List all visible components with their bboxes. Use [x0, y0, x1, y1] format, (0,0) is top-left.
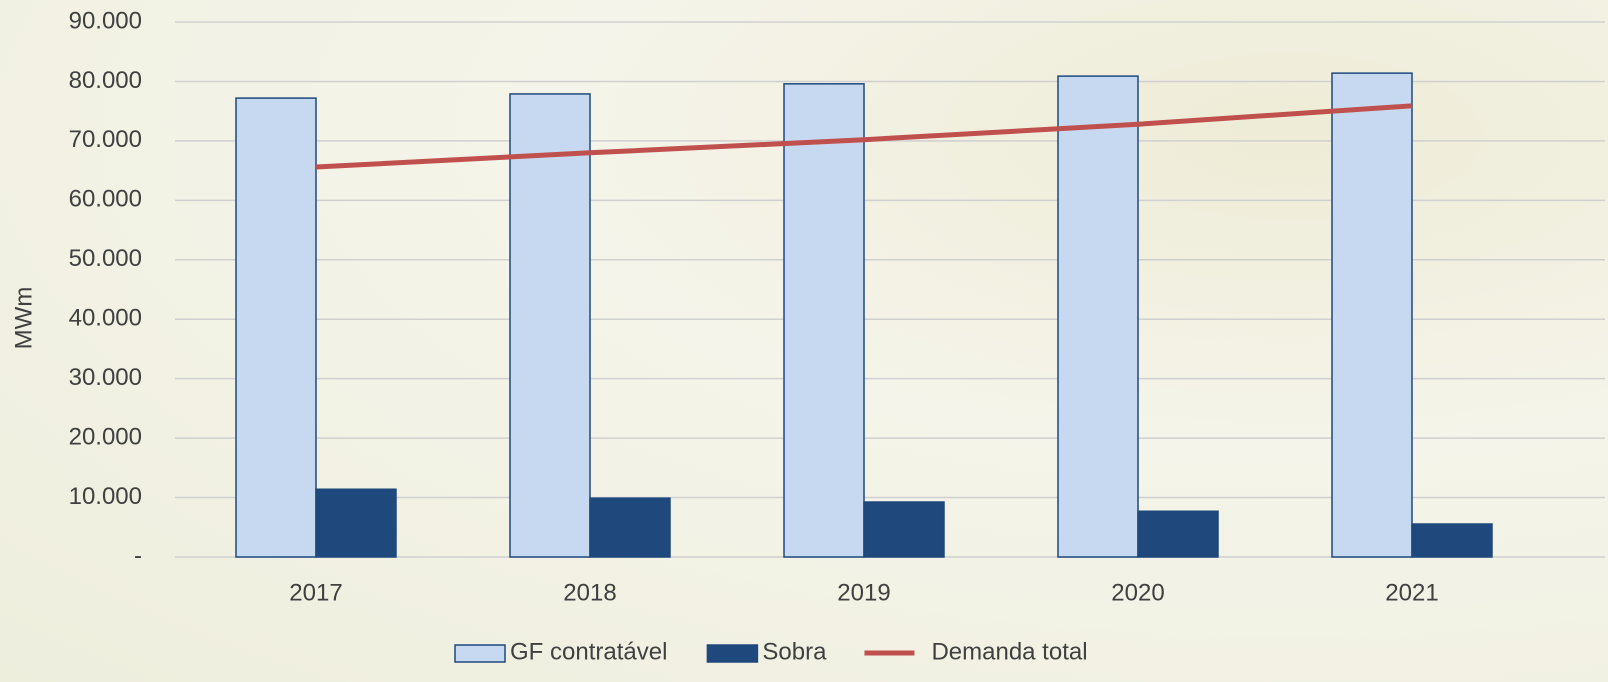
y-tick-label: 80.000 [69, 67, 142, 94]
bar [863, 501, 945, 558]
bar [1137, 510, 1219, 558]
y-tick-label: 40.000 [69, 305, 142, 332]
y-axis-label: MWm [10, 287, 37, 350]
legend-swatch [706, 644, 759, 663]
y-tick-label: 30.000 [69, 364, 142, 391]
y-tick-label: 60.000 [69, 186, 142, 213]
x-tick-label: 2019 [837, 579, 890, 606]
y-tick-label: - [134, 542, 142, 569]
x-tick-label: 2020 [1111, 579, 1164, 606]
bar [235, 97, 317, 558]
y-tick-label: 10.000 [69, 483, 142, 510]
legend-label: Demanda total [931, 638, 1087, 665]
bar [1057, 75, 1139, 558]
x-tick-label: 2018 [563, 579, 616, 606]
bar [509, 93, 591, 558]
bar [1331, 72, 1413, 558]
y-tick-label: 70.000 [69, 126, 142, 153]
x-tick-label: 2017 [289, 579, 342, 606]
y-tick-label: 50.000 [69, 245, 142, 272]
y-tick-label: 90.000 [69, 7, 142, 34]
x-tick-label: 2021 [1385, 579, 1438, 606]
y-tick-label: 20.000 [69, 423, 142, 450]
bar [783, 83, 865, 558]
bar [315, 488, 397, 558]
legend-swatch [454, 644, 506, 663]
bar [1411, 523, 1493, 558]
legend-label: Sobra [762, 638, 827, 665]
legend-label: GF contratável [510, 638, 667, 665]
bar [589, 497, 671, 558]
line [315, 103, 1413, 170]
